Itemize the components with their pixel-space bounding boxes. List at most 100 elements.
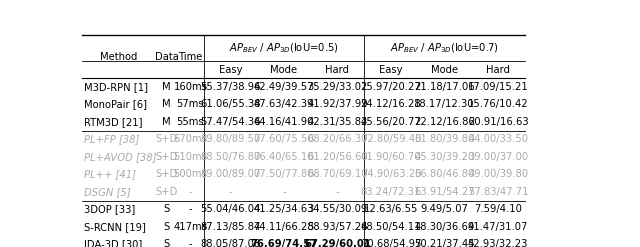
Text: 20.91/16.63: 20.91/16.63 (468, 117, 529, 127)
Text: Time: Time (178, 52, 202, 62)
Text: 25.97/20.27: 25.97/20.27 (360, 82, 421, 92)
Text: 17.09/15.21: 17.09/15.21 (468, 82, 529, 92)
Text: $AP_{BEV}$ / $AP_{3D}$(IoU=0.7): $AP_{BEV}$ / $AP_{3D}$(IoU=0.7) (390, 41, 499, 55)
Text: 58.93/57.24: 58.93/57.24 (307, 222, 367, 232)
Text: $AP_{BEV}$ / $AP_{3D}$(IoU=0.5): $AP_{BEV}$ / $AP_{3D}$(IoU=0.5) (229, 41, 339, 55)
Text: Hard: Hard (486, 64, 510, 75)
Text: S+D: S+D (156, 134, 178, 144)
Text: Easy: Easy (380, 64, 403, 75)
Text: 55.04/46.04: 55.04/46.04 (200, 204, 260, 214)
Text: Mode: Mode (270, 64, 298, 75)
Text: 63.91/54.27: 63.91/54.27 (414, 187, 475, 197)
Text: 45.30/39.20: 45.30/39.20 (415, 152, 475, 162)
Text: IDA-3D [30]: IDA-3D [30] (84, 239, 143, 247)
Text: Method: Method (100, 52, 138, 62)
Text: 41.92/37.99: 41.92/37.99 (307, 99, 368, 109)
Text: 88.05/87.08: 88.05/87.08 (200, 239, 260, 247)
Text: 57.83/47.71: 57.83/47.71 (468, 187, 529, 197)
Text: 74.90/63.20: 74.90/63.20 (361, 169, 421, 179)
Text: 55ms: 55ms (177, 117, 204, 127)
Text: PL+AVOD [38]: PL+AVOD [38] (84, 152, 157, 162)
Text: 61.90/60.70: 61.90/60.70 (361, 152, 421, 162)
Text: 68.50/54.11: 68.50/54.11 (361, 222, 421, 232)
Text: S-RCNN [19]: S-RCNN [19] (84, 222, 147, 232)
Text: 50.21/37.45: 50.21/37.45 (414, 239, 475, 247)
Text: 89.00/89.00: 89.00/89.00 (200, 169, 260, 179)
Text: 57.47/54.36: 57.47/54.36 (200, 117, 260, 127)
Text: 500ms: 500ms (173, 169, 207, 179)
Text: -: - (189, 187, 192, 197)
Text: 18.17/12.30: 18.17/12.30 (414, 99, 475, 109)
Text: PL++ [41]: PL++ [41] (84, 169, 136, 179)
Text: 42.93/32.23: 42.93/32.23 (468, 239, 528, 247)
Text: M: M (162, 117, 171, 127)
Text: 68.70/69.10: 68.70/69.10 (307, 169, 367, 179)
Text: 83.24/72.31: 83.24/72.31 (361, 187, 421, 197)
Text: -: - (189, 239, 192, 247)
Text: -: - (189, 204, 192, 214)
Text: 76.40/65.10: 76.40/65.10 (253, 152, 314, 162)
Text: 3DOP [33]: 3DOP [33] (84, 204, 136, 214)
Text: 35.29/33.01: 35.29/33.01 (307, 82, 367, 92)
Text: 7.59/4.10: 7.59/4.10 (474, 204, 522, 214)
Text: 77.60/75.50: 77.60/75.50 (253, 134, 314, 144)
Text: RTM3D [21]: RTM3D [21] (84, 117, 143, 127)
Text: S+D: S+D (156, 187, 178, 197)
Text: S: S (163, 239, 170, 247)
Text: 87.13/85.84: 87.13/85.84 (200, 222, 260, 232)
Text: 12.63/6.55: 12.63/6.55 (364, 204, 418, 214)
Text: 77.50/77.80: 77.50/77.80 (253, 169, 314, 179)
Text: 41.25/34.63: 41.25/34.63 (253, 204, 314, 214)
Text: Mode: Mode (431, 64, 458, 75)
Text: -: - (282, 187, 285, 197)
Text: S: S (163, 222, 170, 232)
Text: S: S (163, 204, 170, 214)
Text: 44.16/41.90: 44.16/41.90 (253, 117, 314, 127)
Text: MonoPair [6]: MonoPair [6] (84, 99, 147, 109)
Text: 70.68/54.97: 70.68/54.97 (361, 239, 421, 247)
Text: 55.37/38.96: 55.37/38.96 (200, 82, 260, 92)
Text: 670ms: 670ms (173, 134, 207, 144)
Text: 76.69/74.57: 76.69/74.57 (250, 239, 317, 247)
Text: M: M (162, 99, 171, 109)
Text: 72.80/59.40: 72.80/59.40 (361, 134, 421, 144)
Text: 51.80/39.80: 51.80/39.80 (415, 134, 475, 144)
Text: 9.49/5.07: 9.49/5.07 (420, 204, 468, 214)
Text: 510ms: 510ms (173, 152, 207, 162)
Text: Hard: Hard (325, 64, 349, 75)
Text: S+D: S+D (156, 169, 178, 179)
Text: 417ms: 417ms (173, 222, 207, 232)
Text: 42.31/35.84: 42.31/35.84 (307, 117, 367, 127)
Text: M3D-RPN [1]: M3D-RPN [1] (84, 82, 148, 92)
Text: Easy: Easy (218, 64, 242, 75)
Text: DSGN [5]: DSGN [5] (84, 187, 131, 197)
Text: 21.18/17.06: 21.18/17.06 (414, 82, 475, 92)
Text: M: M (162, 82, 171, 92)
Text: 22.12/16.86: 22.12/16.86 (414, 117, 475, 127)
Text: PL+FP [38]: PL+FP [38] (84, 134, 140, 144)
Text: 48.30/36.69: 48.30/36.69 (415, 222, 475, 232)
Text: 47.63/42.39: 47.63/42.39 (253, 99, 314, 109)
Text: 49.00/39.80: 49.00/39.80 (468, 169, 528, 179)
Text: 68.20/66.30: 68.20/66.30 (307, 134, 367, 144)
Text: 42.49/39.57: 42.49/39.57 (253, 82, 314, 92)
Text: 74.11/66.28: 74.11/66.28 (253, 222, 314, 232)
Text: 89.80/89.50: 89.80/89.50 (200, 134, 260, 144)
Text: 67.29/60.01: 67.29/60.01 (304, 239, 371, 247)
Text: -: - (228, 187, 232, 197)
Text: 160ms: 160ms (173, 82, 207, 92)
Text: S+D: S+D (156, 152, 178, 162)
Text: 88.50/76.80: 88.50/76.80 (200, 152, 260, 162)
Text: 25.56/20.77: 25.56/20.77 (360, 117, 421, 127)
Text: -: - (335, 187, 339, 197)
Text: 39.00/37.00: 39.00/37.00 (468, 152, 528, 162)
Text: 15.76/10.42: 15.76/10.42 (468, 99, 529, 109)
Text: 61.06/55.38: 61.06/55.38 (200, 99, 260, 109)
Text: 56.80/46.80: 56.80/46.80 (415, 169, 475, 179)
Text: 61.20/56.60: 61.20/56.60 (307, 152, 368, 162)
Text: 34.55/30.09: 34.55/30.09 (307, 204, 367, 214)
Text: 41.47/31.07: 41.47/31.07 (468, 222, 528, 232)
Text: 44.00/33.50: 44.00/33.50 (468, 134, 528, 144)
Text: 24.12/16.28: 24.12/16.28 (361, 99, 421, 109)
Text: 57ms: 57ms (177, 99, 204, 109)
